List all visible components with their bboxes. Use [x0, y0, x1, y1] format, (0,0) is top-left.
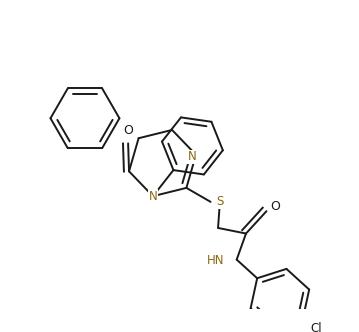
Text: S: S: [216, 195, 224, 208]
Text: N: N: [188, 150, 197, 163]
Text: O: O: [270, 200, 280, 213]
Text: O: O: [123, 124, 133, 137]
Text: Cl: Cl: [310, 322, 322, 332]
Text: HN: HN: [207, 254, 225, 267]
Text: N: N: [149, 190, 157, 203]
